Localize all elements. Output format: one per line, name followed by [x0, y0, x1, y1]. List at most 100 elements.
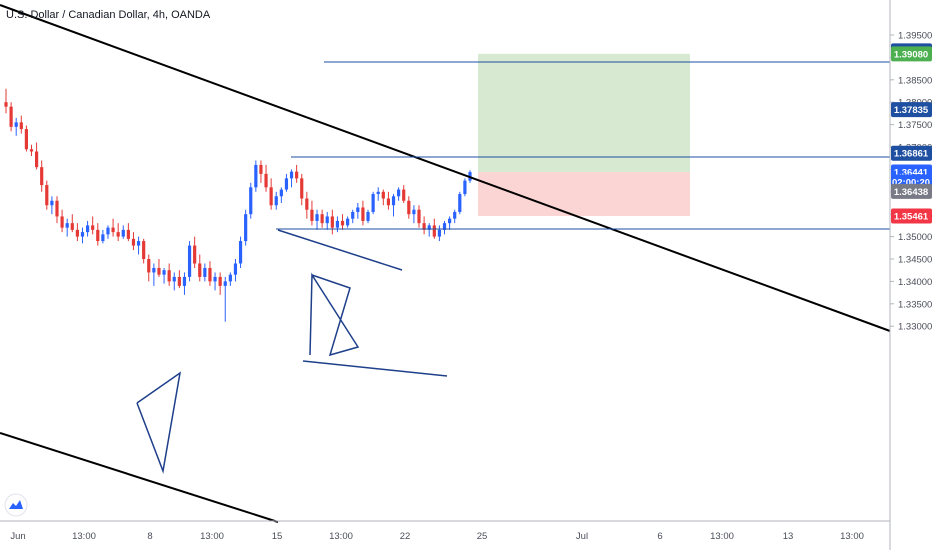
candle-body	[223, 281, 227, 286]
price-tag-level[interactable]: 1.37835	[891, 102, 932, 118]
price-tag-level[interactable]: 1.36861	[891, 145, 932, 161]
x-tick-label: 22	[400, 531, 411, 542]
candle	[29, 144, 34, 156]
y-tick-label: 1.33000	[898, 322, 932, 333]
candle	[121, 225, 125, 239]
candle	[274, 191, 278, 210]
candle-body	[70, 223, 74, 230]
pattern-shape[interactable]	[136, 371, 182, 474]
price-axis[interactable]	[889, 0, 932, 550]
candle	[162, 267, 166, 284]
candle	[315, 209, 319, 230]
candle	[397, 187, 401, 201]
candle-body	[284, 178, 289, 190]
candle-body	[371, 194, 375, 212]
candle	[448, 216, 452, 230]
candle-body	[177, 276, 181, 286]
candle-body	[40, 167, 44, 186]
profit-zone	[478, 53, 690, 173]
price-tag-gray[interactable]: 1.36438	[891, 183, 932, 199]
candle-body	[193, 245, 197, 264]
candle-body	[264, 173, 268, 188]
candle-body	[106, 227, 110, 235]
candle	[376, 187, 380, 201]
candle-body	[218, 276, 222, 286]
candle-body	[289, 171, 294, 179]
candle-body	[381, 191, 385, 199]
candle-body	[111, 227, 115, 233]
pattern-shape[interactable]	[309, 272, 360, 357]
candle-body	[315, 214, 319, 221]
candle	[101, 229, 105, 244]
candle	[381, 189, 385, 206]
candle	[213, 272, 217, 291]
tradingview-logo[interactable]	[4, 493, 28, 517]
candle	[218, 272, 222, 295]
candle	[208, 261, 212, 286]
candle-body	[60, 216, 64, 228]
candle	[427, 223, 431, 237]
candle	[157, 259, 161, 277]
candle	[60, 209, 64, 233]
candle	[223, 276, 227, 322]
candle	[96, 223, 100, 246]
price-tag-stop[interactable]: 1.35461	[891, 208, 932, 224]
candle	[330, 209, 334, 235]
y-tick-label: 1.38500	[898, 75, 932, 86]
candle-body	[448, 218, 452, 224]
candle	[34, 142, 39, 170]
price-tag-label: 1.36441	[894, 168, 929, 179]
candle-body	[254, 164, 258, 188]
candle-body	[203, 267, 207, 277]
candle	[279, 187, 283, 203]
x-tick-label: 6	[657, 531, 662, 542]
candle-body	[386, 198, 391, 206]
candle-body	[187, 245, 192, 277]
price-tag-label: 1.37835	[894, 105, 929, 116]
logo-icon	[9, 500, 23, 509]
candle	[422, 216, 426, 235]
candle	[412, 205, 416, 224]
candle-body	[453, 211, 457, 219]
candle-body	[34, 151, 39, 168]
lower-trendline[interactable]	[0, 432, 279, 523]
candle	[407, 196, 411, 219]
price-tag-bg	[891, 208, 932, 224]
candle	[269, 178, 273, 210]
candle-body	[142, 241, 146, 259]
loss-zone	[478, 172, 690, 216]
candle	[458, 191, 462, 215]
candle	[142, 238, 146, 264]
candle-body	[101, 234, 105, 242]
candle	[152, 263, 156, 286]
price-tag-label: 1.36861	[894, 149, 929, 160]
candle-body	[182, 276, 187, 286]
price-tag-target[interactable]: 1.39080	[891, 46, 932, 62]
candle-body	[442, 223, 447, 230]
wedge-upper-line[interactable]	[277, 229, 403, 271]
candle-body	[356, 207, 360, 212]
candle-body	[325, 216, 329, 224]
candle	[24, 125, 28, 152]
candle-body	[50, 200, 54, 206]
x-tick-label: 25	[477, 531, 488, 542]
candle	[136, 236, 141, 255]
candle-body	[269, 187, 273, 206]
candle-body	[305, 198, 309, 210]
candle	[361, 200, 365, 226]
candle	[391, 194, 396, 217]
wedge-lower-line[interactable]	[302, 360, 448, 377]
price-tag-bg	[891, 183, 932, 199]
candle	[80, 227, 85, 244]
candle-body	[330, 216, 334, 228]
candle	[4, 88, 8, 114]
x-tick-label: 8	[147, 531, 152, 542]
y-tick-label: 1.35000	[898, 232, 932, 243]
candle-body	[361, 207, 365, 221]
y-tick-label: 1.34500	[898, 255, 932, 266]
price-tag-label: 02:00:20	[892, 177, 930, 188]
candle-body	[14, 122, 18, 127]
upper-trendline[interactable]	[0, 4, 891, 332]
candle	[193, 236, 197, 268]
